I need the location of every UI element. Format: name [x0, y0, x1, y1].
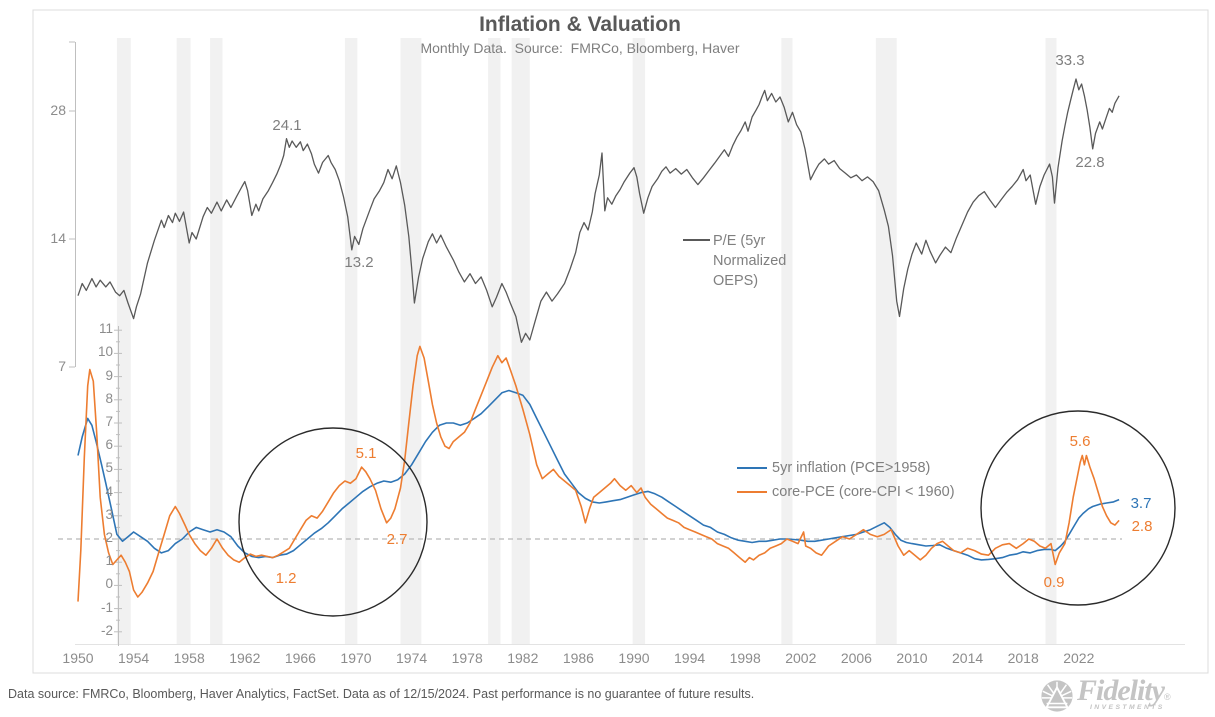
annotation-label: 33.3 [1055, 52, 1085, 69]
pe-axis-tick-label: 7 [58, 358, 66, 374]
pe-line-swatch [683, 239, 710, 241]
annotation-label: 5.6 [1069, 433, 1091, 450]
x-axis-tick-label: 1950 [62, 650, 94, 666]
annotation-label: 3.7 [1130, 495, 1152, 512]
legend-core-pce-label: core-PCE (core-CPI < 1960) [772, 484, 955, 500]
recession-band [210, 38, 223, 645]
chart-title: Inflation & Valuation [479, 13, 681, 36]
x-axis-tick-label: 2014 [952, 650, 984, 666]
x-axis-tick-label: 2006 [840, 650, 872, 666]
logo-wordmark: Fidelity [1077, 674, 1165, 707]
annotation-label: 13.2 [344, 254, 374, 271]
x-axis-tick-label: 1998 [729, 650, 761, 666]
x-axis-tick-label: 2018 [1007, 650, 1039, 666]
chart-frame [32, 9, 1209, 674]
highlight-circle [238, 427, 428, 617]
recession-band [875, 38, 897, 645]
core-pce-line-swatch [737, 491, 767, 493]
legend-inflation-label: 5yr inflation (PCE>1958) [772, 460, 931, 476]
inflation-axis-tick-label: 1 [105, 553, 113, 569]
pe-axis-tick-label: 14 [50, 230, 66, 246]
inflation-axis-tick-label: 7 [105, 414, 113, 429]
inflation-axis-tick-label: -1 [100, 599, 113, 615]
x-axis-tick-label: 2010 [896, 650, 928, 666]
annotation-label: 24.1 [272, 117, 302, 134]
fidelity-logo: Fidelity® INVESTMENTS [1040, 676, 1171, 713]
x-axis-tick-label: 1974 [396, 650, 428, 666]
inflation-axis-tick-label: 11 [98, 321, 113, 337]
inflation-axis-tick-label: -2 [100, 622, 113, 638]
series-line-core_pce [77, 345, 1120, 602]
inflation-axis-tick-label: 10 [97, 344, 113, 360]
recession-band [632, 38, 646, 645]
footer-disclaimer: Data source: FMRCo, Bloomberg, Haver Ana… [8, 687, 755, 701]
recession-band [1045, 38, 1057, 645]
recession-band [176, 38, 191, 645]
pe-axis-tick-label: 28 [50, 102, 66, 118]
registered-mark: ® [1163, 692, 1171, 702]
inflation-axis-tick-label: 4 [105, 483, 113, 499]
fidelity-pyramid-sun-icon [1041, 680, 1073, 712]
recession-band [116, 38, 131, 645]
series-line-inflation [77, 389, 1120, 561]
x-axis-tick-label: 1970 [340, 650, 372, 666]
inflation-axis-tick-label: 0 [105, 576, 113, 592]
recession-band [344, 38, 358, 645]
annotation-label: 0.9 [1043, 574, 1065, 591]
inflation-axis-tick-label: 9 [105, 367, 113, 383]
inflation-axis-tick-label: 6 [105, 437, 113, 453]
inflation-line-swatch [737, 467, 767, 469]
chart-subtitle: Monthly Data. Source: FMRCo, Bloomberg, … [420, 40, 740, 56]
x-axis-tick-label: 1962 [229, 650, 261, 666]
inflation-axis-tick-label: 2 [105, 530, 113, 545]
x-axis-tick-label: 1986 [562, 650, 594, 666]
inflation-axis-tick-label: 8 [105, 390, 113, 406]
annotation-label: 22.8 [1075, 154, 1105, 171]
x-axis-tick-label: 1978 [451, 650, 483, 666]
x-axis-tick-label: 1990 [618, 650, 650, 666]
recession-band [781, 38, 793, 645]
recession-band [400, 38, 422, 645]
inflation-axis-tick-label: 3 [105, 506, 113, 522]
annotation-label: 2.8 [1131, 518, 1153, 535]
annotation-label: 5.1 [355, 445, 377, 462]
x-axis-tick-label: 1954 [118, 650, 150, 666]
x-axis-tick-label: 1966 [284, 650, 316, 666]
legend-pe-label: P/E (5yr Normalized OEPS) [713, 233, 787, 289]
annotation-label: 1.2 [275, 570, 297, 587]
x-axis-tick-label: 1958 [173, 650, 205, 666]
annotation-label: 2.7 [386, 531, 408, 548]
inflation-axis-tick-label: 5 [105, 460, 113, 476]
x-axis-tick-label: 2022 [1063, 650, 1095, 666]
logo-investments-label: INVESTMENTS [1090, 704, 1165, 711]
recession-band [488, 38, 501, 645]
highlight-circle [980, 410, 1176, 606]
x-axis-tick-label: 2002 [785, 650, 817, 666]
series-line-pe [77, 78, 1120, 343]
x-axis-tick-label: 1982 [507, 650, 539, 666]
x-axis-tick-label: 1994 [674, 650, 706, 666]
